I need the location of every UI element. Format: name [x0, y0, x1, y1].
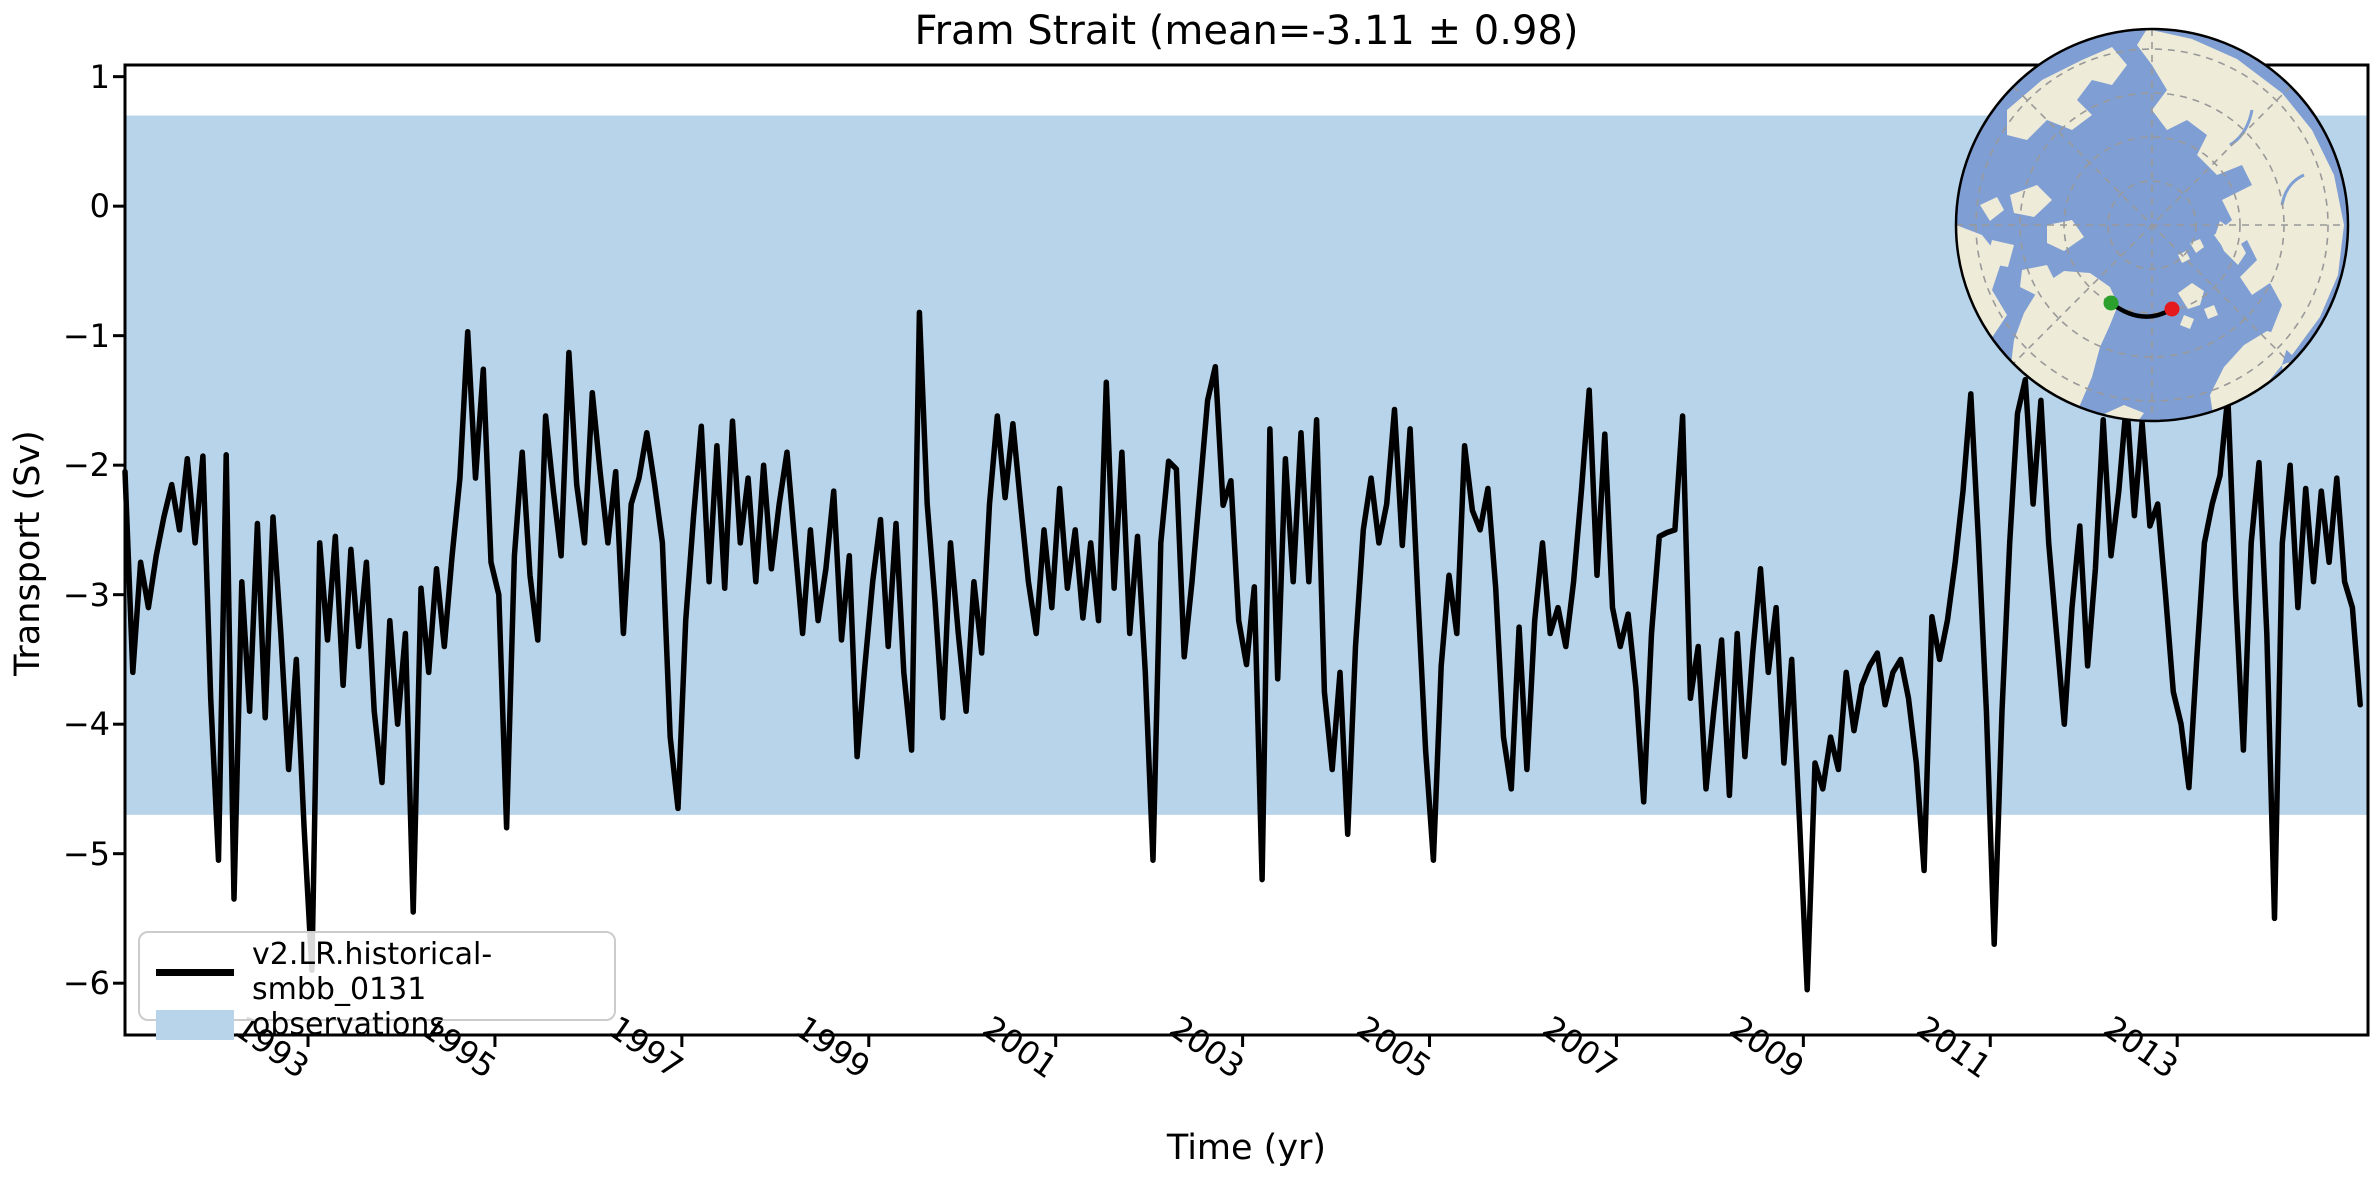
graticule — [1956, 29, 2348, 421]
svalbard-island — [2204, 305, 2218, 319]
siberian-river — [2280, 173, 2305, 206]
arctic-archipelago-island — [2047, 220, 2084, 251]
arctic-archipelago-island — [1986, 240, 2014, 267]
y-tick-label: −6 — [62, 964, 110, 1003]
y-tick-label: −4 — [62, 705, 110, 744]
y-tick-label: 1 — [89, 57, 110, 96]
novaya-zemlya-island — [2216, 221, 2246, 265]
y-tick-label: 0 — [89, 187, 110, 226]
svalbard-island — [2180, 315, 2194, 329]
y-tick-label: −1 — [62, 316, 110, 355]
axes-spines — [123, 63, 2370, 1037]
svalbard-island — [2178, 283, 2204, 309]
y-tick-label: −5 — [62, 834, 110, 873]
legend-observations-label: observations — [252, 1007, 446, 1042]
legend: v2.LR.historical-smbb_0131 observations — [138, 931, 616, 1042]
tick-marks — [113, 75, 2179, 1047]
alaska-landmass — [2007, 47, 2127, 140]
map-border — [1954, 27, 2350, 423]
legend-item-observations: observations — [140, 1007, 614, 1042]
legend-line-swatch — [156, 968, 234, 976]
inset-map — [1954, 27, 2350, 423]
legend-item-model: v2.LR.historical-smbb_0131 — [140, 937, 614, 1007]
transect-end-dot — [2164, 301, 2180, 317]
arctic-archipelago-island — [1980, 197, 2004, 221]
x-axis-label: Time (yr) — [1166, 1128, 1327, 1168]
legend-patch-swatch — [156, 1009, 234, 1040]
y-tick-label: −3 — [62, 575, 110, 614]
legend-model-label: v2.LR.historical-smbb_0131 — [252, 937, 493, 1007]
y-tick-label: −2 — [62, 446, 110, 485]
franz-josef-island — [2190, 239, 2204, 253]
chart-title: Fram Strait (mean=-3.11 ± 0.98) — [914, 8, 1579, 54]
siberia-landmass — [2137, 29, 2344, 355]
scandinavia-landmass — [2210, 331, 2290, 421]
transect-start-dot — [2103, 295, 2119, 311]
series-line — [122, 309, 2363, 993]
